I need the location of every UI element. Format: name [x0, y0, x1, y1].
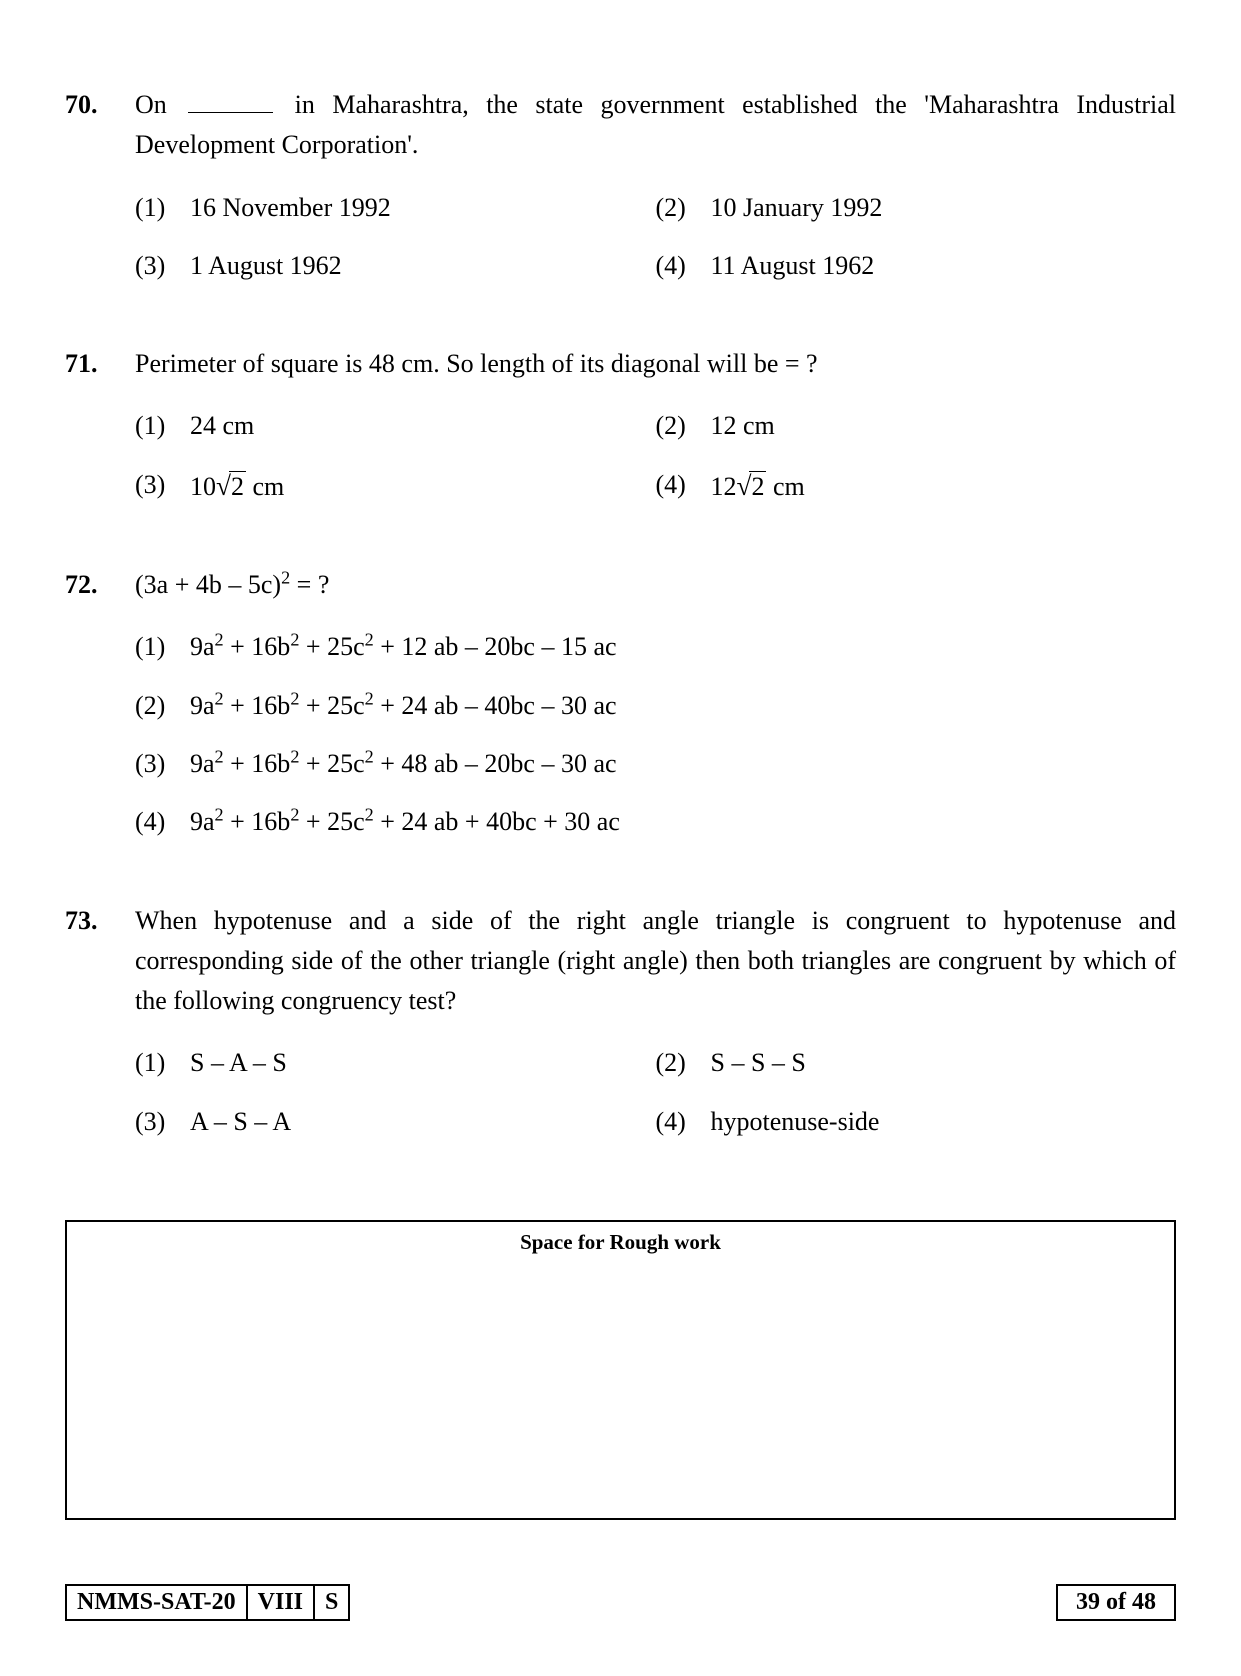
option: (1)16 November 1992: [135, 188, 656, 228]
questions-container: 70.On in Maharashtra, the state governme…: [65, 85, 1176, 1160]
option-text: 9a2 + 16b2 + 25c2 + 48 ab – 20bc – 30 ac: [190, 744, 1176, 784]
fill-blank: [188, 112, 273, 113]
option-text: 11 August 1962: [711, 246, 1177, 286]
question-number: 73.: [65, 901, 135, 1160]
option: (2)S – S – S: [656, 1043, 1177, 1083]
question: 70.On in Maharashtra, the state governme…: [65, 85, 1176, 304]
option: (2)12 cm: [656, 406, 1177, 446]
option: (2)9a2 + 16b2 + 25c2 + 24 ab – 40bc – 30…: [135, 686, 1176, 726]
question-text: Perimeter of square is 48 cm. So length …: [135, 344, 1176, 384]
options-list: (1)16 November 1992(2)10 January 1992(3)…: [135, 188, 1176, 305]
question-number: 70.: [65, 85, 135, 304]
option: (4)122 cm: [656, 465, 1177, 507]
option-text: A – S – A: [190, 1102, 656, 1142]
footer-series: S: [315, 1584, 350, 1621]
question-body: On in Maharashtra, the state government …: [135, 85, 1176, 304]
options-list: (1)S – A – S(2)S – S – S(3)A – S – A(4)h…: [135, 1043, 1176, 1160]
question-number: 71.: [65, 344, 135, 525]
footer-class: VIII: [248, 1584, 315, 1621]
option: (3)1 August 1962: [135, 246, 656, 286]
option-number: (1): [135, 627, 190, 667]
question: 71.Perimeter of square is 48 cm. So leng…: [65, 344, 1176, 525]
page-footer: NMMS-SAT-20 VIII S 39 of 48: [65, 1584, 1176, 1621]
option: (1)24 cm: [135, 406, 656, 446]
option-number: (2): [656, 188, 711, 228]
option: (3)A – S – A: [135, 1102, 656, 1142]
rough-work-label: Space for Rough work: [67, 1222, 1174, 1255]
option-text: 1 August 1962: [190, 246, 656, 286]
option: (1)S – A – S: [135, 1043, 656, 1083]
option-number: (1): [135, 1043, 190, 1083]
option-number: (2): [135, 686, 190, 726]
option: (4)9a2 + 16b2 + 25c2 + 24 ab + 40bc + 30…: [135, 802, 1176, 842]
option: (4)hypotenuse-side: [656, 1102, 1177, 1142]
option: (1)9a2 + 16b2 + 25c2 + 12 ab – 20bc – 15…: [135, 627, 1176, 667]
option-text: 102 cm: [190, 465, 656, 507]
question-body: (3a + 4b – 5c)2 = ?(1)9a2 + 16b2 + 25c2 …: [135, 565, 1176, 860]
footer-left: NMMS-SAT-20 VIII S: [65, 1584, 350, 1621]
question: 73.When hypotenuse and a side of the rig…: [65, 901, 1176, 1160]
question-text-pre: On: [135, 90, 184, 119]
option-text: 9a2 + 16b2 + 25c2 + 24 ab + 40bc + 30 ac: [190, 802, 1176, 842]
option-text: 12 cm: [711, 406, 1177, 446]
options-list: (1)9a2 + 16b2 + 25c2 + 12 ab – 20bc – 15…: [135, 627, 1176, 860]
question-text-post: in Maharashtra, the state government est…: [135, 90, 1176, 159]
option-number: (4): [656, 465, 711, 507]
option-number: (2): [656, 1043, 711, 1083]
option-number: (3): [135, 246, 190, 286]
option-text: 24 cm: [190, 406, 656, 446]
question: 72.(3a + 4b – 5c)2 = ?(1)9a2 + 16b2 + 25…: [65, 565, 1176, 860]
question-body: Perimeter of square is 48 cm. So length …: [135, 344, 1176, 525]
option-text: S – S – S: [711, 1043, 1177, 1083]
option: (3)102 cm: [135, 465, 656, 507]
option-number: (1): [135, 406, 190, 446]
option-text: S – A – S: [190, 1043, 656, 1083]
option-number: (4): [656, 246, 711, 286]
question-text: (3a + 4b – 5c)2 = ?: [135, 565, 1176, 605]
question-number: 72.: [65, 565, 135, 860]
option-text: 10 January 1992: [711, 188, 1177, 228]
option-number: (4): [656, 1102, 711, 1142]
option-number: (4): [135, 802, 190, 842]
option-number: (2): [656, 406, 711, 446]
footer-exam-code: NMMS-SAT-20: [65, 1584, 248, 1621]
option-text: 122 cm: [711, 465, 1177, 507]
option-text: 9a2 + 16b2 + 25c2 + 24 ab – 40bc – 30 ac: [190, 686, 1176, 726]
option: (4)11 August 1962: [656, 246, 1177, 286]
option-text: hypotenuse-side: [711, 1102, 1177, 1142]
option-number: (1): [135, 188, 190, 228]
page-number: 39 of 48: [1056, 1584, 1176, 1621]
option-number: (3): [135, 465, 190, 507]
rough-work-box: Space for Rough work: [65, 1220, 1176, 1520]
option-number: (3): [135, 1102, 190, 1142]
option-text: 9a2 + 16b2 + 25c2 + 12 ab – 20bc – 15 ac: [190, 627, 1176, 667]
option: (3)9a2 + 16b2 + 25c2 + 48 ab – 20bc – 30…: [135, 744, 1176, 784]
option-text: 16 November 1992: [190, 188, 656, 228]
question-text: On in Maharashtra, the state government …: [135, 85, 1176, 166]
option-number: (3): [135, 744, 190, 784]
option: (2)10 January 1992: [656, 188, 1177, 228]
options-list: (1)24 cm(2)12 cm(3)102 cm(4)122 cm: [135, 406, 1176, 525]
question-body: When hypotenuse and a side of the right …: [135, 901, 1176, 1160]
question-text: When hypotenuse and a side of the right …: [135, 901, 1176, 1022]
